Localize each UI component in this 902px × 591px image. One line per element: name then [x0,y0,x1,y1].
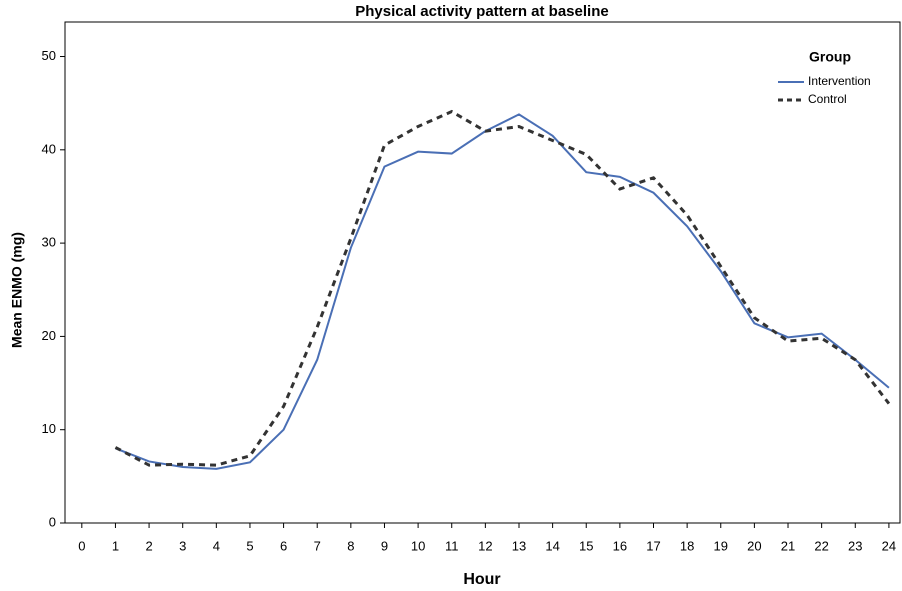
y-tick-label: 50 [42,48,56,63]
legend-label: Intervention [808,74,871,88]
x-tick-label: 22 [814,538,828,553]
chart-title: Physical activity pattern at baseline [355,3,608,20]
x-tick-label: 16 [613,538,627,553]
x-tick-label: 19 [714,538,728,553]
series-line [115,113,890,470]
y-tick-label: 30 [42,235,56,250]
x-tick-label: 0 [78,538,85,553]
x-tick-label: 20 [747,538,761,553]
series-line [114,109,891,467]
x-tick-label: 3 [179,538,186,553]
x-tick-label: 4 [213,538,220,553]
x-tick-label: 23 [848,538,862,553]
x-tick-label: 2 [145,538,152,553]
x-tick-label: 13 [512,538,526,553]
x-tick-label: 8 [347,538,354,553]
x-tick-label: 21 [781,538,795,553]
x-tick-label: 15 [579,538,593,553]
legend-label: Control [808,92,847,106]
x-tick-label: 18 [680,538,694,553]
y-axis-label: Mean ENMO (mg) [9,232,25,348]
x-tick-label: 10 [411,538,425,553]
y-tick-label: 0 [49,514,56,529]
plot-frame [64,21,901,524]
y-tick-label: 20 [42,328,56,343]
x-axis-label: Hour [463,571,500,588]
y-tick-label: 10 [42,421,56,436]
y-tick-label: 40 [42,141,56,156]
legend-title: Group [809,49,851,65]
x-tick-label: 9 [381,538,388,553]
x-tick-label: 12 [478,538,492,553]
x-tick-label: 5 [246,538,253,553]
x-tick-label: 17 [646,538,660,553]
x-tick-label: 1 [112,538,119,553]
x-tick-label: 24 [882,538,896,553]
x-tick-label: 7 [314,538,321,553]
x-tick-label: 6 [280,538,287,553]
x-tick-label: 11 [445,538,459,553]
x-tick-label: 14 [545,538,559,553]
